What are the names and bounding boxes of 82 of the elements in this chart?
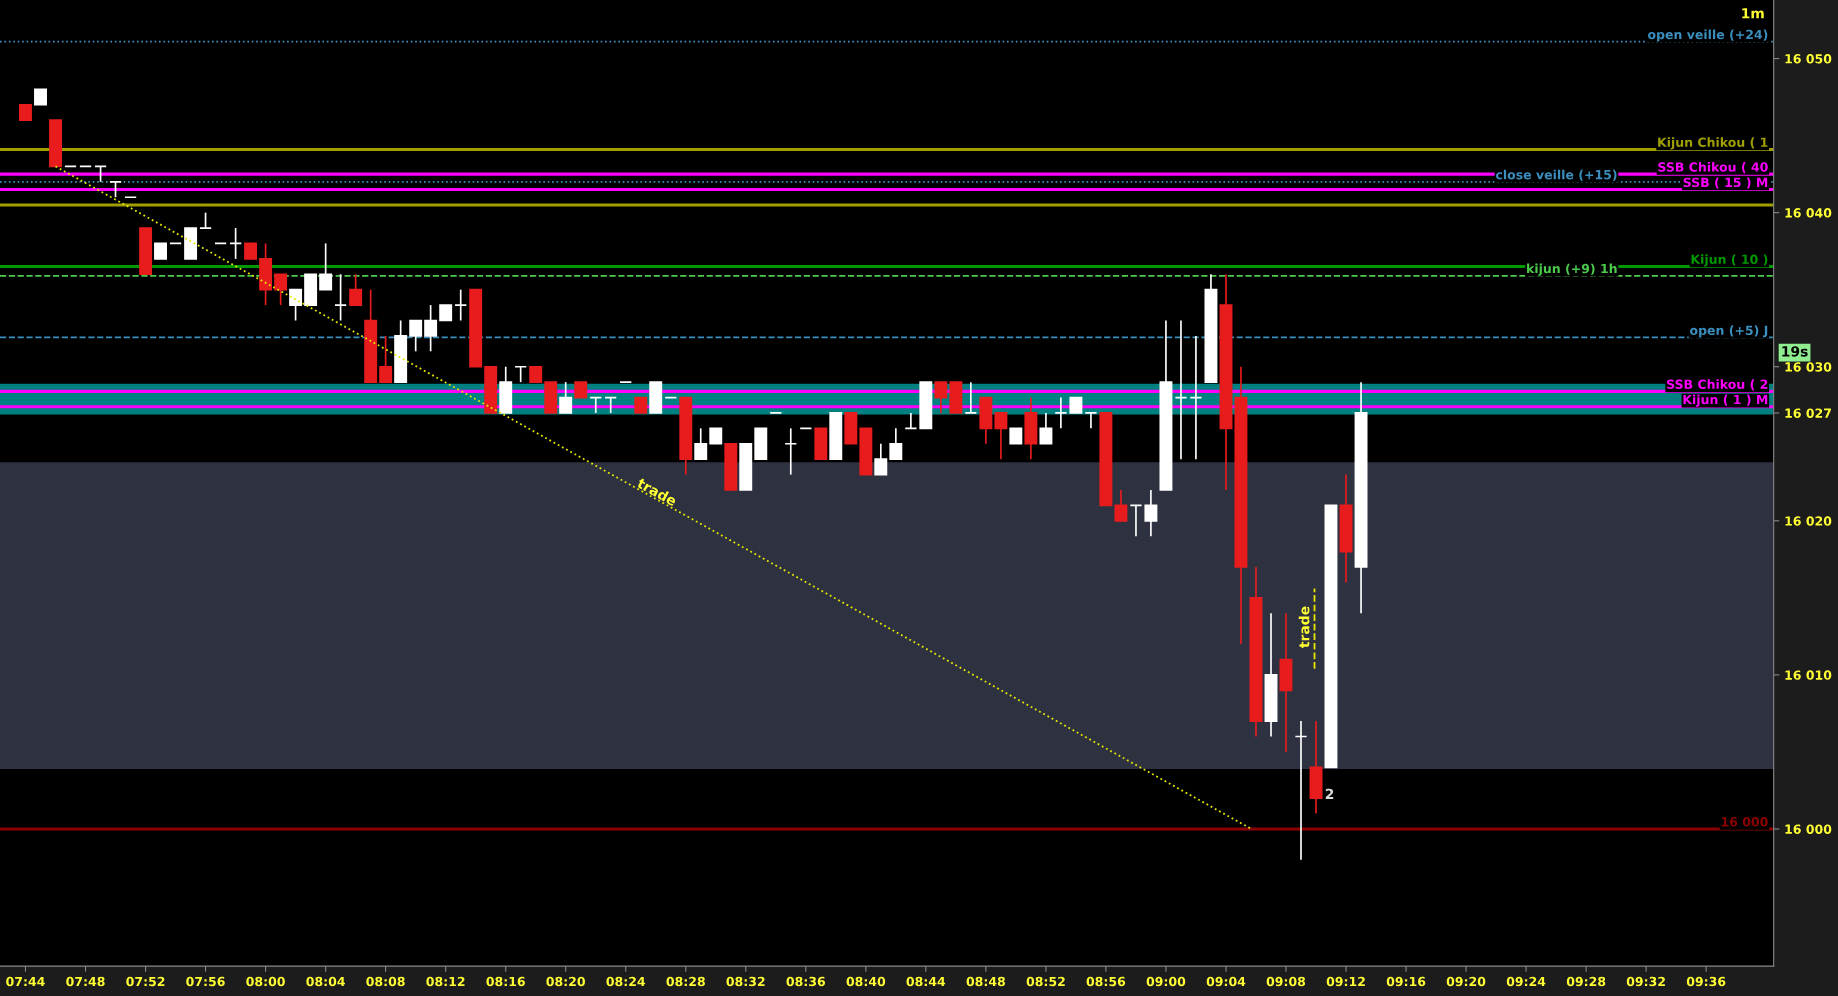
candlestick (559, 381, 573, 414)
candlestick (274, 273, 288, 306)
annotation: trade (1298, 606, 1310, 648)
candlestick (994, 412, 1008, 461)
y-tick-label: 16 027 (1785, 408, 1831, 418)
x-tick-label: 08:52 (1026, 976, 1065, 987)
y-tick-label: 16 020 (1785, 516, 1832, 526)
candlestick (934, 381, 948, 414)
ref-line-label: SSB Chikou ( 2 (1666, 379, 1768, 391)
candlestick (1129, 504, 1143, 538)
candlestick (694, 427, 708, 461)
x-tick-label: 07:44 (6, 976, 45, 987)
x-tick-label: 07:48 (66, 976, 105, 987)
candlestick (1054, 396, 1068, 430)
x-tick-label: 08:56 (1086, 976, 1126, 987)
x-tick-label: 08:20 (546, 976, 585, 987)
ref-line-label: Kijun ( 1 ) M (1683, 394, 1768, 407)
x-tick-label: 09:24 (1506, 976, 1546, 987)
y-tick-label: 16 000 (1785, 824, 1832, 834)
annotation: 2 (1325, 788, 1334, 799)
x-tick-label: 09:20 (1446, 976, 1486, 987)
x-tick-label: 08:16 (486, 976, 525, 987)
ref-line-label: open veille (+24) (1648, 29, 1768, 42)
x-tick-label: 08:04 (306, 976, 345, 987)
x-tick-label: 09:00 (1146, 976, 1186, 987)
ref-line-label: 16 000 (1721, 817, 1768, 827)
candlestick (409, 319, 423, 353)
x-tick-label: 09:08 (1266, 976, 1306, 987)
candlestick (784, 427, 798, 476)
x-tick-label: 08:08 (366, 976, 405, 987)
candlestick (289, 288, 303, 322)
ref-line-label: Kijun Chikou ( 1 (1658, 137, 1768, 150)
x-tick-label: 09:32 (1626, 976, 1665, 987)
candlestick (1039, 412, 1053, 445)
x-tick-label: 09:36 (1686, 976, 1726, 987)
x-tick-label: 09:04 (1206, 976, 1246, 987)
y-tick-label: 16 030 (1785, 362, 1832, 372)
annotation: 1m (1742, 8, 1764, 19)
candlestick (1144, 489, 1158, 538)
ref-line-label: Kijun ( 10 ) (1691, 254, 1768, 267)
candlestick (514, 365, 528, 383)
x-tick-label: 08:48 (966, 976, 1005, 987)
x-tick-label: 09:12 (1326, 976, 1365, 987)
x-tick-label: 08:32 (726, 976, 765, 987)
candlestick (604, 396, 618, 414)
x-tick-label: 07:56 (186, 976, 225, 987)
x-tick-label: 08:44 (906, 976, 946, 987)
ref-line-label: close veille (+15) (1495, 169, 1617, 181)
ref-line-label: kijun (+9) 1h (1527, 263, 1617, 276)
candlestick (454, 288, 468, 322)
text: 19s (1782, 346, 1808, 357)
candlestick (964, 381, 978, 414)
candlestick (334, 273, 348, 322)
candlestick (229, 227, 243, 260)
x-tick-label: 08:12 (426, 976, 465, 987)
x-tick-label: 08:40 (846, 976, 886, 987)
x-tick-label: 07:52 (126, 976, 165, 987)
candlestick (904, 412, 918, 430)
x-tick-label: 09:16 (1386, 976, 1426, 987)
candlestick (1294, 720, 1308, 861)
candlestick (874, 442, 888, 476)
y-tick-label: 16 050 (1785, 54, 1832, 64)
y-tick-label: 16 040 (1785, 208, 1832, 218)
ref-line-label: SSB Chikou ( 40 (1658, 162, 1768, 174)
x-tick-label: 08:24 (606, 976, 646, 987)
candlestick (589, 396, 603, 414)
ref-line-label: SSB ( 15 ) M (1683, 177, 1768, 189)
candlestick (1084, 412, 1098, 430)
candlestick (889, 427, 903, 461)
y-tick-label: 16 010 (1785, 670, 1832, 680)
x-tick-label: 09:28 (1566, 976, 1606, 987)
candlestick (1114, 489, 1128, 522)
ref-line-label: open (+5) J (1690, 325, 1768, 338)
candlestick (1174, 319, 1188, 461)
x-tick-label: 08:36 (786, 976, 826, 987)
candlestick (349, 273, 363, 306)
x-tick-label: 08:28 (666, 976, 705, 987)
candlestick (379, 335, 393, 383)
candlestick (1189, 335, 1203, 461)
candlestick (319, 242, 333, 291)
candlestick (424, 304, 438, 353)
x-tick-label: 08:00 (246, 976, 285, 987)
